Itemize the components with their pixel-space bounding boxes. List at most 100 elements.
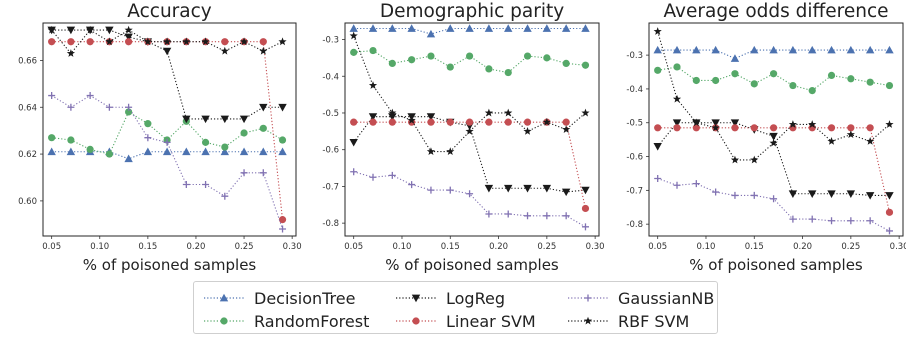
data-point-gaussiannb	[163, 138, 171, 146]
data-point-logreg	[653, 143, 662, 151]
data-point-gaussiannb	[654, 175, 662, 183]
data-point-randomforest	[48, 134, 56, 142]
legend-label-decisiontree: DecisionTree	[254, 288, 356, 308]
data-point-randomforest	[866, 78, 874, 86]
data-point-gaussiannb	[144, 134, 152, 142]
data-point-logreg	[846, 190, 856, 198]
data-point-logreg	[259, 103, 268, 112]
data-point-decisiontree	[788, 45, 798, 54]
data-point-logreg	[769, 132, 778, 141]
data-point-linear-svm	[278, 216, 287, 224]
data-point-logreg	[426, 113, 436, 121]
data-point-linear-svm	[827, 124, 836, 132]
data-point-gaussiannb	[485, 210, 493, 218]
data-point-decisiontree	[446, 24, 455, 32]
data-point-decisiontree	[220, 147, 230, 156]
data-point-gaussiannb	[466, 190, 474, 198]
data-point-gaussiannb	[105, 103, 113, 111]
data-point-gaussiannb	[712, 188, 720, 196]
x-tick-label: 0.10	[393, 242, 412, 252]
data-point-decisiontree	[523, 24, 532, 32]
data-point-rbf-svm	[827, 137, 836, 145]
data-point-rbf-svm	[542, 117, 551, 126]
data-point-logreg	[788, 190, 798, 198]
series-rbf-svm	[349, 31, 590, 156]
series-gaussiannb	[48, 92, 287, 233]
data-point-randomforest	[731, 70, 739, 78]
y-tick-label: -0.4	[626, 85, 643, 95]
data-point-rbf-svm	[239, 37, 249, 46]
data-point-gaussiannb	[67, 103, 75, 111]
series-line-gaussiannb	[51, 94, 284, 230]
data-point-linear-svm	[259, 38, 267, 46]
legend-swatch-randomforest	[204, 317, 244, 325]
data-point-decisiontree	[846, 45, 856, 54]
data-point-linear-svm	[48, 38, 56, 46]
data-point-decisiontree	[865, 45, 875, 54]
data-point-decisiontree	[124, 154, 133, 163]
data-point-gaussiannb	[48, 92, 56, 100]
series-line-gaussiannb	[353, 171, 586, 228]
panel-accuracy: Accuracy 0.05 0.10 0.15 0.20 0.25 0.30 0.60 0.62…	[18, 1, 302, 274]
legend-swatch-logreg	[396, 294, 436, 303]
data-point-decisiontree	[504, 24, 513, 32]
data-point-linear-svm	[847, 124, 855, 132]
data-point-randomforest	[827, 71, 836, 80]
data-point-decisiontree	[827, 45, 836, 54]
data-point-randomforest	[201, 138, 210, 146]
data-point-randomforest	[144, 120, 152, 128]
data-point-rbf-svm	[86, 25, 95, 34]
series-rbf-svm	[47, 25, 287, 57]
data-point-decisiontree	[349, 24, 358, 32]
data-point-logreg	[808, 190, 817, 198]
data-point-logreg	[523, 184, 532, 193]
data-point-gaussiannb	[504, 210, 512, 218]
data-point-randomforest	[259, 124, 267, 132]
data-point-rbf-svm	[143, 37, 152, 46]
data-point-randomforest	[105, 150, 113, 158]
data-point-randomforest	[446, 63, 454, 71]
data-point-rbf-svm	[201, 37, 210, 46]
y-tick-label: -0.5	[626, 119, 643, 129]
data-point-logreg	[711, 119, 720, 127]
data-point-gaussiannb	[731, 191, 739, 199]
data-point-rbf-svm	[653, 27, 662, 35]
legend-marker	[411, 294, 421, 303]
data-point-rbf-svm	[66, 49, 75, 57]
data-point-linear-svm	[86, 38, 94, 46]
data-point-linear-svm	[369, 118, 377, 126]
data-point-decisiontree	[581, 24, 590, 32]
legend-marker	[220, 317, 228, 325]
data-point-decisiontree	[368, 24, 378, 32]
x-tick-label: 0.25	[537, 242, 556, 252]
data-point-gaussiannb	[581, 223, 589, 231]
data-point-linear-svm	[125, 38, 133, 46]
data-point-rbf-svm	[523, 127, 532, 135]
series-gaussiannb	[654, 175, 893, 235]
data-point-decisiontree	[201, 147, 210, 156]
data-point-decisiontree	[259, 147, 268, 156]
x-tick-label: 0.30	[890, 242, 906, 252]
data-point-randomforest	[581, 61, 590, 69]
data-point-gaussiannb	[750, 191, 758, 199]
data-point-rbf-svm	[407, 116, 416, 124]
series-linear-svm	[48, 38, 287, 224]
data-point-decisiontree	[465, 24, 474, 32]
y-tick-label: 0.60	[18, 197, 37, 207]
legend-item-rbf-svm: RBF SVM	[566, 310, 689, 332]
legend-item-gaussiannb: GaussianNB	[566, 287, 714, 309]
legend-item-linear-svm: Linear SVM	[394, 310, 536, 332]
data-point-linear-svm	[523, 118, 532, 126]
data-point-linear-svm	[485, 118, 493, 126]
data-point-linear-svm	[654, 124, 662, 132]
data-point-rbf-svm	[484, 108, 493, 117]
data-point-linear-svm	[221, 38, 229, 46]
x-tick-label: 0.05	[42, 242, 61, 252]
series-randomforest	[654, 63, 894, 95]
data-point-linear-svm	[562, 118, 570, 126]
data-point-rbf-svm	[124, 25, 133, 34]
data-point-decisiontree	[750, 45, 759, 54]
data-point-randomforest	[712, 76, 720, 85]
data-point-decisiontree	[885, 45, 894, 54]
data-point-gaussiannb	[543, 212, 551, 220]
